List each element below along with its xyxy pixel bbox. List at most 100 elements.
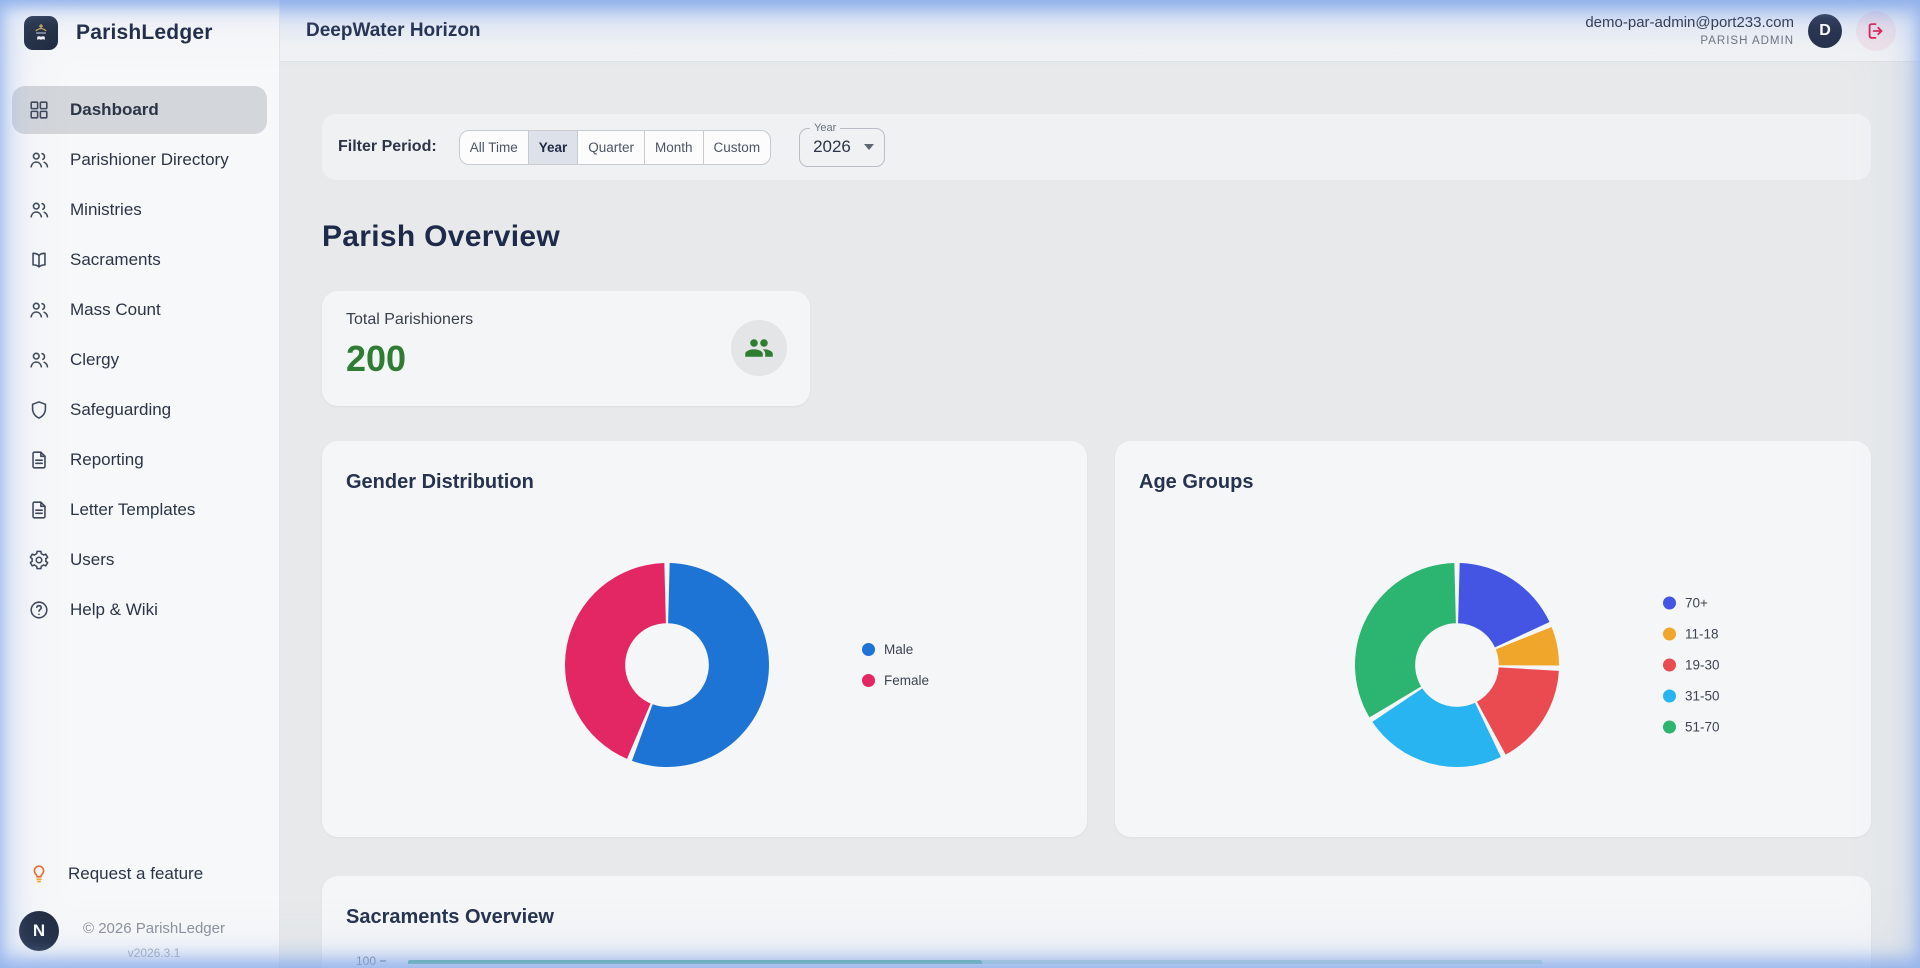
y-axis-tick-label: 100 <box>356 954 377 968</box>
copyright-text: © 2026 ParishLedger <box>83 920 225 937</box>
chart-title: Sacraments Overview <box>346 906 554 928</box>
filter-option-year[interactable]: Year <box>528 130 579 164</box>
sidebar-item-mass-count[interactable]: Mass Count <box>12 286 267 334</box>
sidebar-item-clergy[interactable]: Clergy <box>12 336 267 384</box>
user-avatar[interactable]: D <box>1808 13 1842 48</box>
sidebar-item-dashboard[interactable]: Dashboard <box>12 86 267 134</box>
page-title: Parish Overview <box>322 220 560 253</box>
document-icon <box>28 449 50 471</box>
legend-item: Male <box>862 634 929 665</box>
brand: ParishLedger <box>0 0 279 50</box>
year-select-floating-label: Year <box>810 121 841 134</box>
year-select[interactable]: Year 2026 <box>799 121 886 167</box>
people-group-icon <box>731 320 787 376</box>
parishledger-logo-icon <box>24 16 58 50</box>
legend-label: 31-50 <box>1685 688 1720 704</box>
sidebar-footer: Request a feature N © 2026 ParishLedger … <box>0 853 279 968</box>
people-icon <box>28 149 50 171</box>
legend-color-dot <box>1663 658 1676 672</box>
total-parishioners-card: Total Parishioners 200 <box>322 291 810 406</box>
request-feature-label: Request a feature <box>68 864 204 883</box>
legend-item: 51-70 <box>1663 712 1720 743</box>
sidebar-item-label: Ministries <box>70 200 142 219</box>
stat-label: Total Parishioners <box>346 311 474 328</box>
y-axis-tickmark <box>380 960 386 962</box>
legend-color-dot <box>1663 627 1676 641</box>
age-donut-chart <box>1347 555 1567 775</box>
sidebar-item-letter-templates[interactable]: Letter Templates <box>12 486 267 534</box>
sidebar-item-label: Safeguarding <box>70 400 172 419</box>
sidebar-item-reporting[interactable]: Reporting <box>12 436 267 484</box>
chart-title: Age Groups <box>1139 471 1254 493</box>
help-circle-icon <box>28 599 50 621</box>
filter-option-quarter[interactable]: Quarter <box>578 130 646 164</box>
sidebar-item-users[interactable]: Users <box>12 536 267 584</box>
gear-icon <box>28 549 50 571</box>
sacraments-bar-top <box>408 960 982 964</box>
sidebar-item-safeguarding[interactable]: Safeguarding <box>12 386 267 434</box>
people-icon <box>28 199 50 221</box>
legend-item: 70+ <box>1663 588 1720 619</box>
sidebar-item-label: Help & Wiki <box>70 600 158 619</box>
topbar: DeepWater Horizon demo-par-admin@port233… <box>280 0 1920 62</box>
sacraments-overview-card: Sacraments Overview 100 <box>322 876 1871 968</box>
legend-item: 11-18 <box>1663 619 1720 650</box>
document-icon <box>28 499 50 521</box>
filter-option-all-time[interactable]: All Time <box>460 130 529 164</box>
user-role-badge: PARISH ADMIN <box>1700 35 1794 47</box>
stat-value: 200 <box>346 338 407 379</box>
sidebar-item-ministries[interactable]: Ministries <box>12 186 267 234</box>
chart-title: Gender Distribution <box>346 471 534 493</box>
sidebar-item-help-wiki[interactable]: Help & Wiki <box>12 586 267 634</box>
chevron-down-icon <box>864 144 875 150</box>
logout-button[interactable] <box>1856 10 1896 51</box>
legend-color-dot <box>1663 596 1676 610</box>
age-groups-card: Age Groups 70+ 11-18 19-30 31-50 51-70 <box>1115 441 1871 837</box>
year-select-value: 2026 <box>813 137 851 156</box>
legend-label: 11-18 <box>1685 626 1719 642</box>
sidebar-item-parishioner-directory[interactable]: Parishioner Directory <box>12 136 267 184</box>
people-icon <box>28 299 50 321</box>
sidebar-item-label: Letter Templates <box>70 500 196 519</box>
legend-color-dot <box>1663 720 1676 734</box>
legend-item: Female <box>862 665 929 696</box>
legend-item: 31-50 <box>1663 681 1720 712</box>
footer-meta: © 2026 ParishLedger v2026.3.1 <box>59 911 279 960</box>
sidebar: ParishLedger Dashboard Parishioner Direct… <box>0 0 280 968</box>
filter-option-month[interactable]: Month <box>645 130 704 164</box>
sidebar-item-label: Dashboard <box>70 100 159 119</box>
book-open-icon <box>28 249 50 271</box>
sidebar-item-label: Clergy <box>70 350 120 369</box>
gender-donut-chart <box>557 555 777 775</box>
legend-label: Male <box>884 642 914 657</box>
main-content: Filter Period: All Time Year Quarter Month C… <box>280 62 1920 968</box>
sidebar-item-label: Sacraments <box>70 250 161 269</box>
people-icon <box>28 349 50 371</box>
legend-color-dot <box>862 643 875 656</box>
legend-label: Female <box>884 673 930 688</box>
charts-row: Gender Distribution Male Female Age Group… <box>322 441 1871 837</box>
sidebar-item-label: Reporting <box>70 450 144 469</box>
sacraments-bar-top-faded <box>982 960 1542 964</box>
gender-legend: Male Female <box>862 634 929 696</box>
filter-period-bar: Filter Period: All Time Year Quarter Month C… <box>322 114 1871 180</box>
request-feature-button[interactable]: Request a feature <box>0 853 279 895</box>
filter-option-custom[interactable]: Custom <box>704 131 771 164</box>
legend-color-dot <box>862 674 875 687</box>
logout-icon <box>1865 20 1887 42</box>
topbar-user-area: demo-par-admin@port233.com PARISH ADMIN … <box>1585 10 1896 51</box>
sidebar-item-label: Users <box>70 550 115 569</box>
brand-name: ParishLedger <box>76 21 213 44</box>
age-legend: 70+ 11-18 19-30 31-50 51-70 <box>1663 588 1720 743</box>
sidebar-footer-bottom: N © 2026 ParishLedger v2026.3.1 <box>0 911 279 960</box>
filter-period-segmented-control: All Time Year Quarter Month Custom <box>458 129 772 165</box>
sidebar-item-label: Parishioner Directory <box>70 150 229 169</box>
parish-title: DeepWater Horizon <box>306 19 481 41</box>
avatar[interactable]: N <box>19 911 59 951</box>
gender-distribution-card: Gender Distribution Male Female <box>322 441 1087 837</box>
sidebar-item-sacraments[interactable]: Sacraments <box>12 236 267 284</box>
legend-label: 70+ <box>1685 595 1708 611</box>
legend-item: 19-30 <box>1663 650 1720 681</box>
sidebar-nav: Dashboard Parishioner Directory Ministries… <box>0 86 279 634</box>
sidebar-item-label: Mass Count <box>70 300 161 319</box>
